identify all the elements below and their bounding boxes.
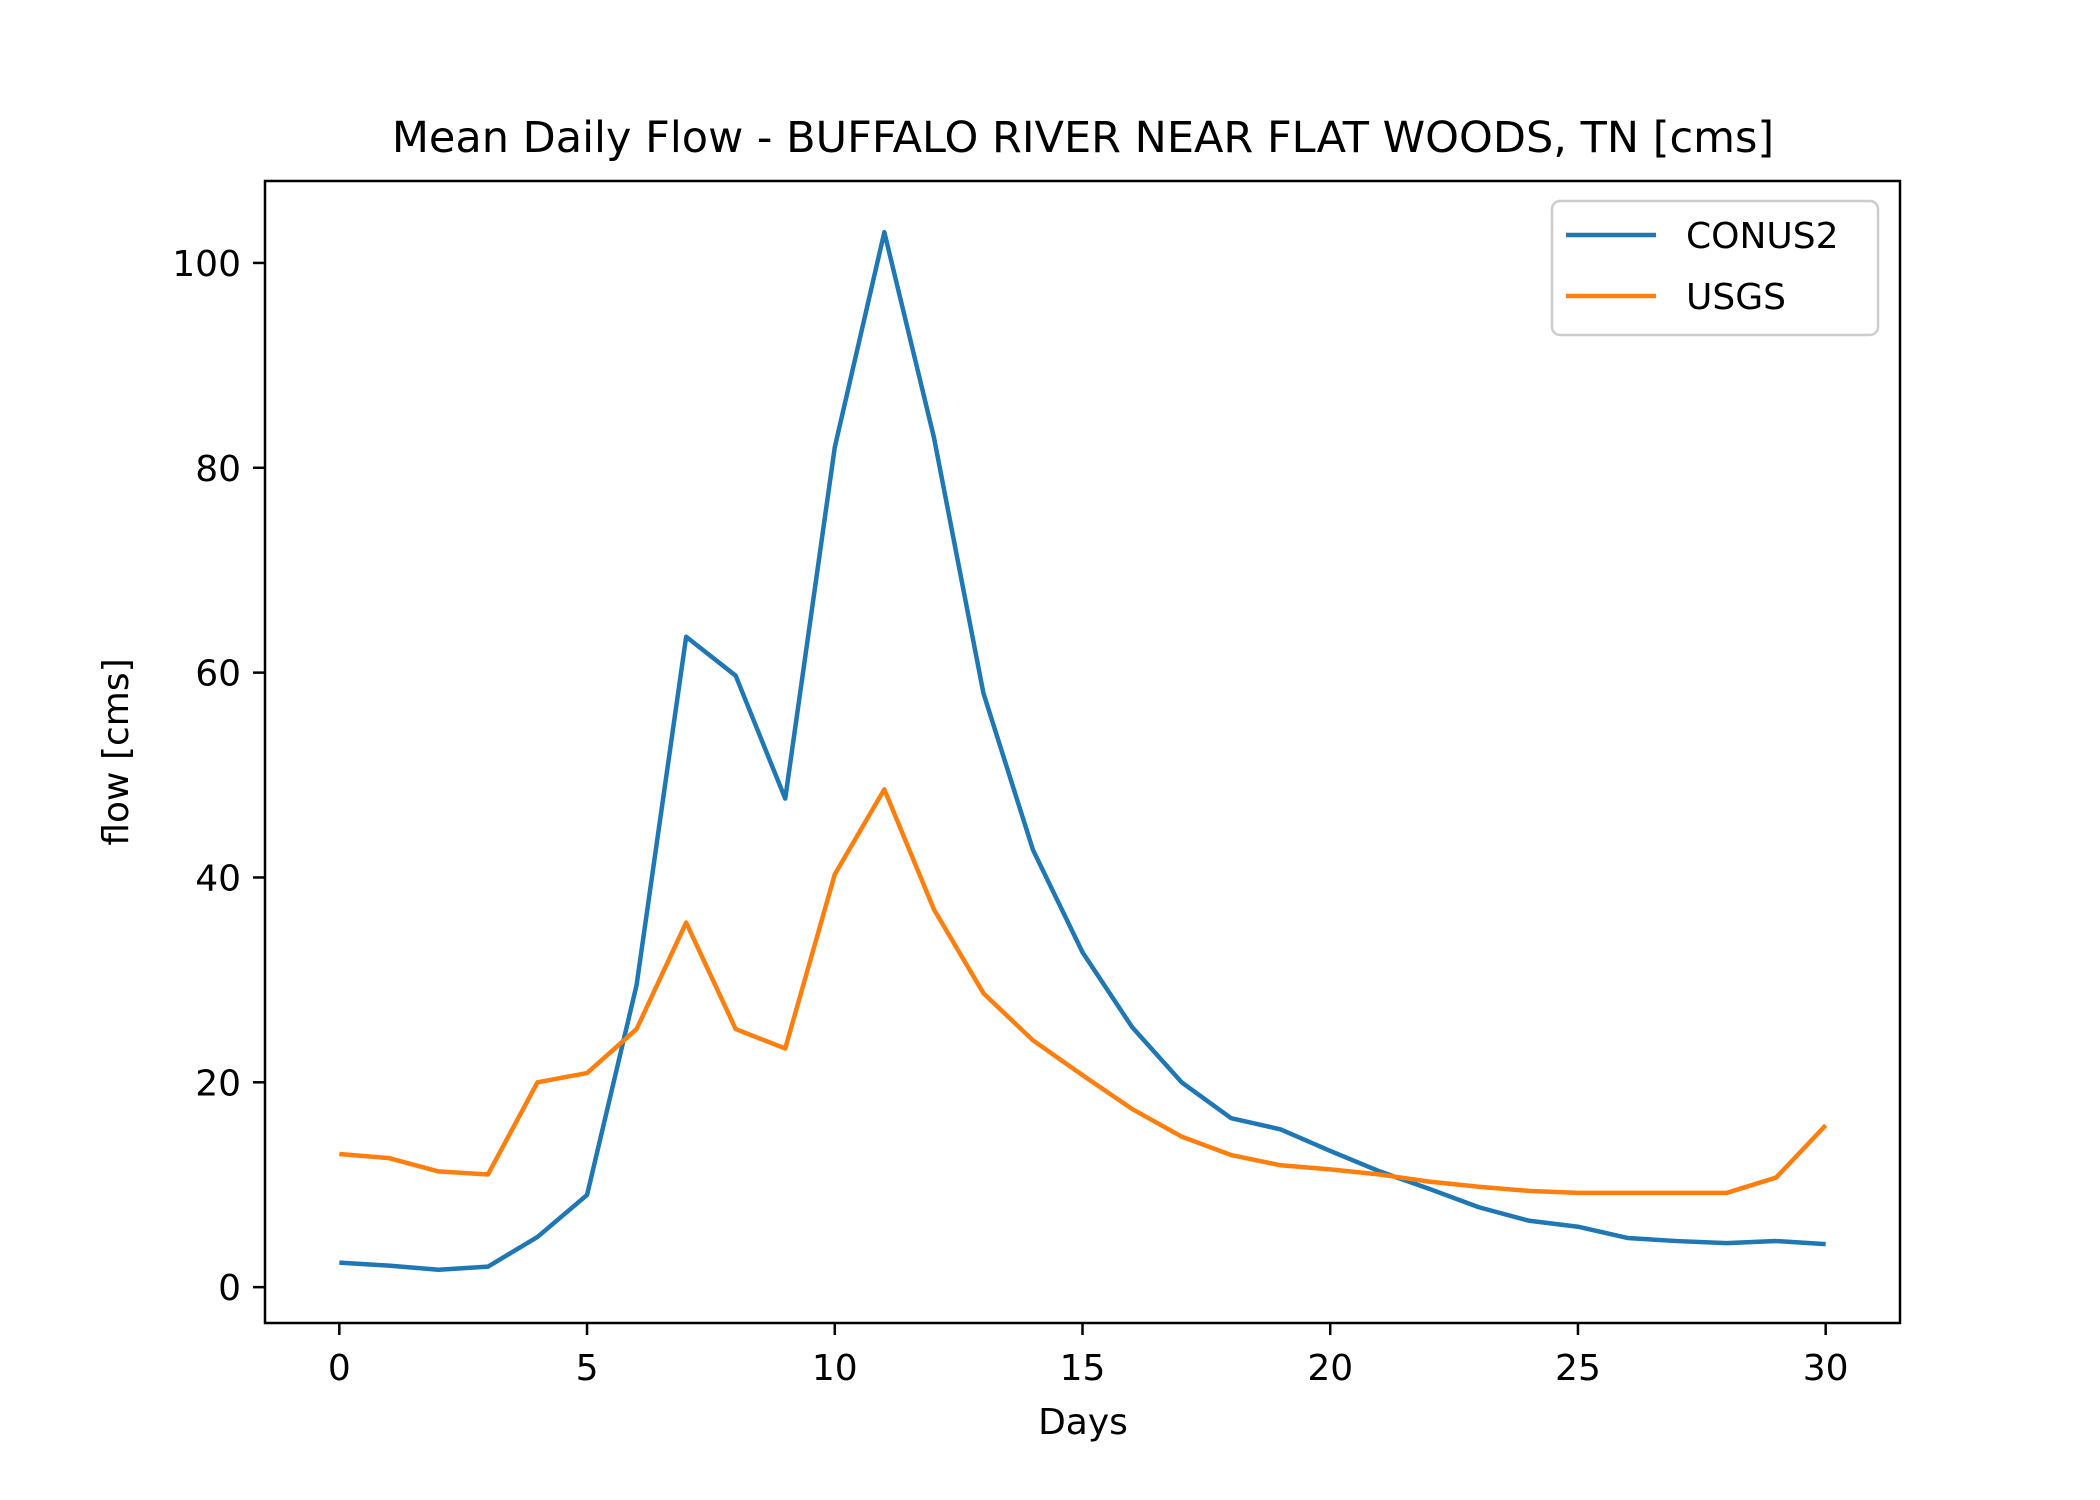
data-point-usgs xyxy=(1526,1189,1530,1193)
data-point-conus2 xyxy=(1725,1241,1729,1245)
data-point-conus2 xyxy=(1130,1025,1134,1029)
y-tick-label: 20 xyxy=(195,1063,241,1104)
data-point-usgs xyxy=(436,1169,440,1173)
data-point-usgs xyxy=(1328,1167,1332,1171)
legend: CONUS2 USGS xyxy=(1550,199,1880,337)
data-point-usgs xyxy=(1824,1123,1828,1127)
data-point-conus2 xyxy=(1328,1149,1332,1153)
data-point-conus2 xyxy=(1229,1116,1233,1120)
legend-label-usgs: USGS xyxy=(1686,277,1786,318)
x-tick-label: 0 xyxy=(328,1348,351,1389)
y-tick-label: 60 xyxy=(195,654,241,695)
series-line-conus2 xyxy=(339,229,1826,1272)
data-point-usgs xyxy=(684,921,688,925)
x-tick-label: 25 xyxy=(1555,1348,1601,1389)
data-point-usgs xyxy=(536,1080,540,1084)
data-point-conus2 xyxy=(635,983,639,987)
legend-label-conus2: CONUS2 xyxy=(1686,216,1839,257)
data-point-conus2 xyxy=(1031,848,1035,852)
data-point-usgs xyxy=(387,1156,391,1160)
data-point-usgs xyxy=(833,872,837,876)
data-point-conus2 xyxy=(436,1268,440,1272)
chart-title: Mean Daily Flow - BUFFALO RIVER NEAR FLA… xyxy=(392,113,1774,163)
data-point-conus2 xyxy=(1081,950,1085,954)
data-point-conus2 xyxy=(932,435,936,439)
data-point-conus2 xyxy=(882,230,886,234)
data-point-conus2 xyxy=(981,691,985,695)
data-point-conus2 xyxy=(1427,1187,1431,1191)
data-point-usgs xyxy=(1279,1163,1283,1167)
data-point-usgs xyxy=(1675,1191,1679,1195)
data-point-usgs xyxy=(1378,1172,1382,1176)
y-tick-label: 40 xyxy=(195,858,241,899)
data-point-conus2 xyxy=(1576,1225,1580,1229)
x-axis-label: Days xyxy=(1038,1402,1128,1443)
x-tick-label: 5 xyxy=(576,1348,599,1389)
data-point-usgs xyxy=(585,1071,589,1075)
x-axis-ticks: 0 5 10 15 20 25 30 xyxy=(328,1323,1849,1389)
data-point-usgs xyxy=(932,907,936,911)
data-point-conus2 xyxy=(1626,1236,1630,1240)
data-point-conus2 xyxy=(1675,1239,1679,1243)
x-tick-label: 30 xyxy=(1803,1348,1849,1389)
data-point-usgs xyxy=(635,1027,639,1031)
data-point-conus2 xyxy=(1774,1239,1778,1243)
x-tick-label: 10 xyxy=(812,1348,858,1389)
data-point-conus2 xyxy=(486,1265,490,1269)
data-point-conus2 xyxy=(387,1264,391,1268)
data-point-usgs xyxy=(783,1047,787,1051)
data-point-conus2 xyxy=(536,1235,540,1239)
data-point-usgs xyxy=(882,787,886,791)
data-point-usgs xyxy=(1130,1107,1134,1111)
data-point-usgs xyxy=(1774,1176,1778,1180)
data-point-usgs xyxy=(1427,1180,1431,1184)
data-point-usgs xyxy=(1725,1191,1729,1195)
data-point-conus2 xyxy=(585,1193,589,1197)
data-point-usgs xyxy=(1626,1191,1630,1195)
data-point-usgs xyxy=(337,1152,341,1156)
data-point-conus2 xyxy=(833,445,837,449)
data-point-conus2 xyxy=(783,797,787,801)
data-point-conus2 xyxy=(734,674,738,678)
series-line-usgs xyxy=(339,787,1828,1196)
data-point-conus2 xyxy=(1526,1219,1530,1223)
data-point-usgs xyxy=(734,1027,738,1031)
data-point-usgs xyxy=(1180,1135,1184,1139)
x-tick-label: 15 xyxy=(1060,1348,1106,1389)
data-point-usgs xyxy=(1229,1153,1233,1157)
data-point-conus2 xyxy=(1180,1080,1184,1084)
y-axis-label: flow [cms] xyxy=(96,658,137,845)
data-point-conus2 xyxy=(337,1261,341,1265)
y-axis-ticks: 0 20 40 60 80 100 xyxy=(172,244,265,1309)
series-layer xyxy=(337,229,1828,1272)
x-tick-label: 20 xyxy=(1307,1348,1353,1389)
data-point-usgs xyxy=(486,1172,490,1176)
y-tick-label: 80 xyxy=(195,449,241,490)
data-point-conus2 xyxy=(1279,1127,1283,1131)
data-point-usgs xyxy=(1081,1073,1085,1077)
y-tick-label: 0 xyxy=(218,1268,241,1309)
data-point-conus2 xyxy=(684,635,688,639)
y-tick-label: 100 xyxy=(172,244,241,285)
data-point-conus2 xyxy=(1824,1242,1828,1246)
data-point-usgs xyxy=(1576,1191,1580,1195)
data-point-usgs xyxy=(1031,1038,1035,1042)
data-point-usgs xyxy=(1477,1185,1481,1189)
data-point-conus2 xyxy=(1477,1205,1481,1209)
data-point-usgs xyxy=(981,991,985,995)
